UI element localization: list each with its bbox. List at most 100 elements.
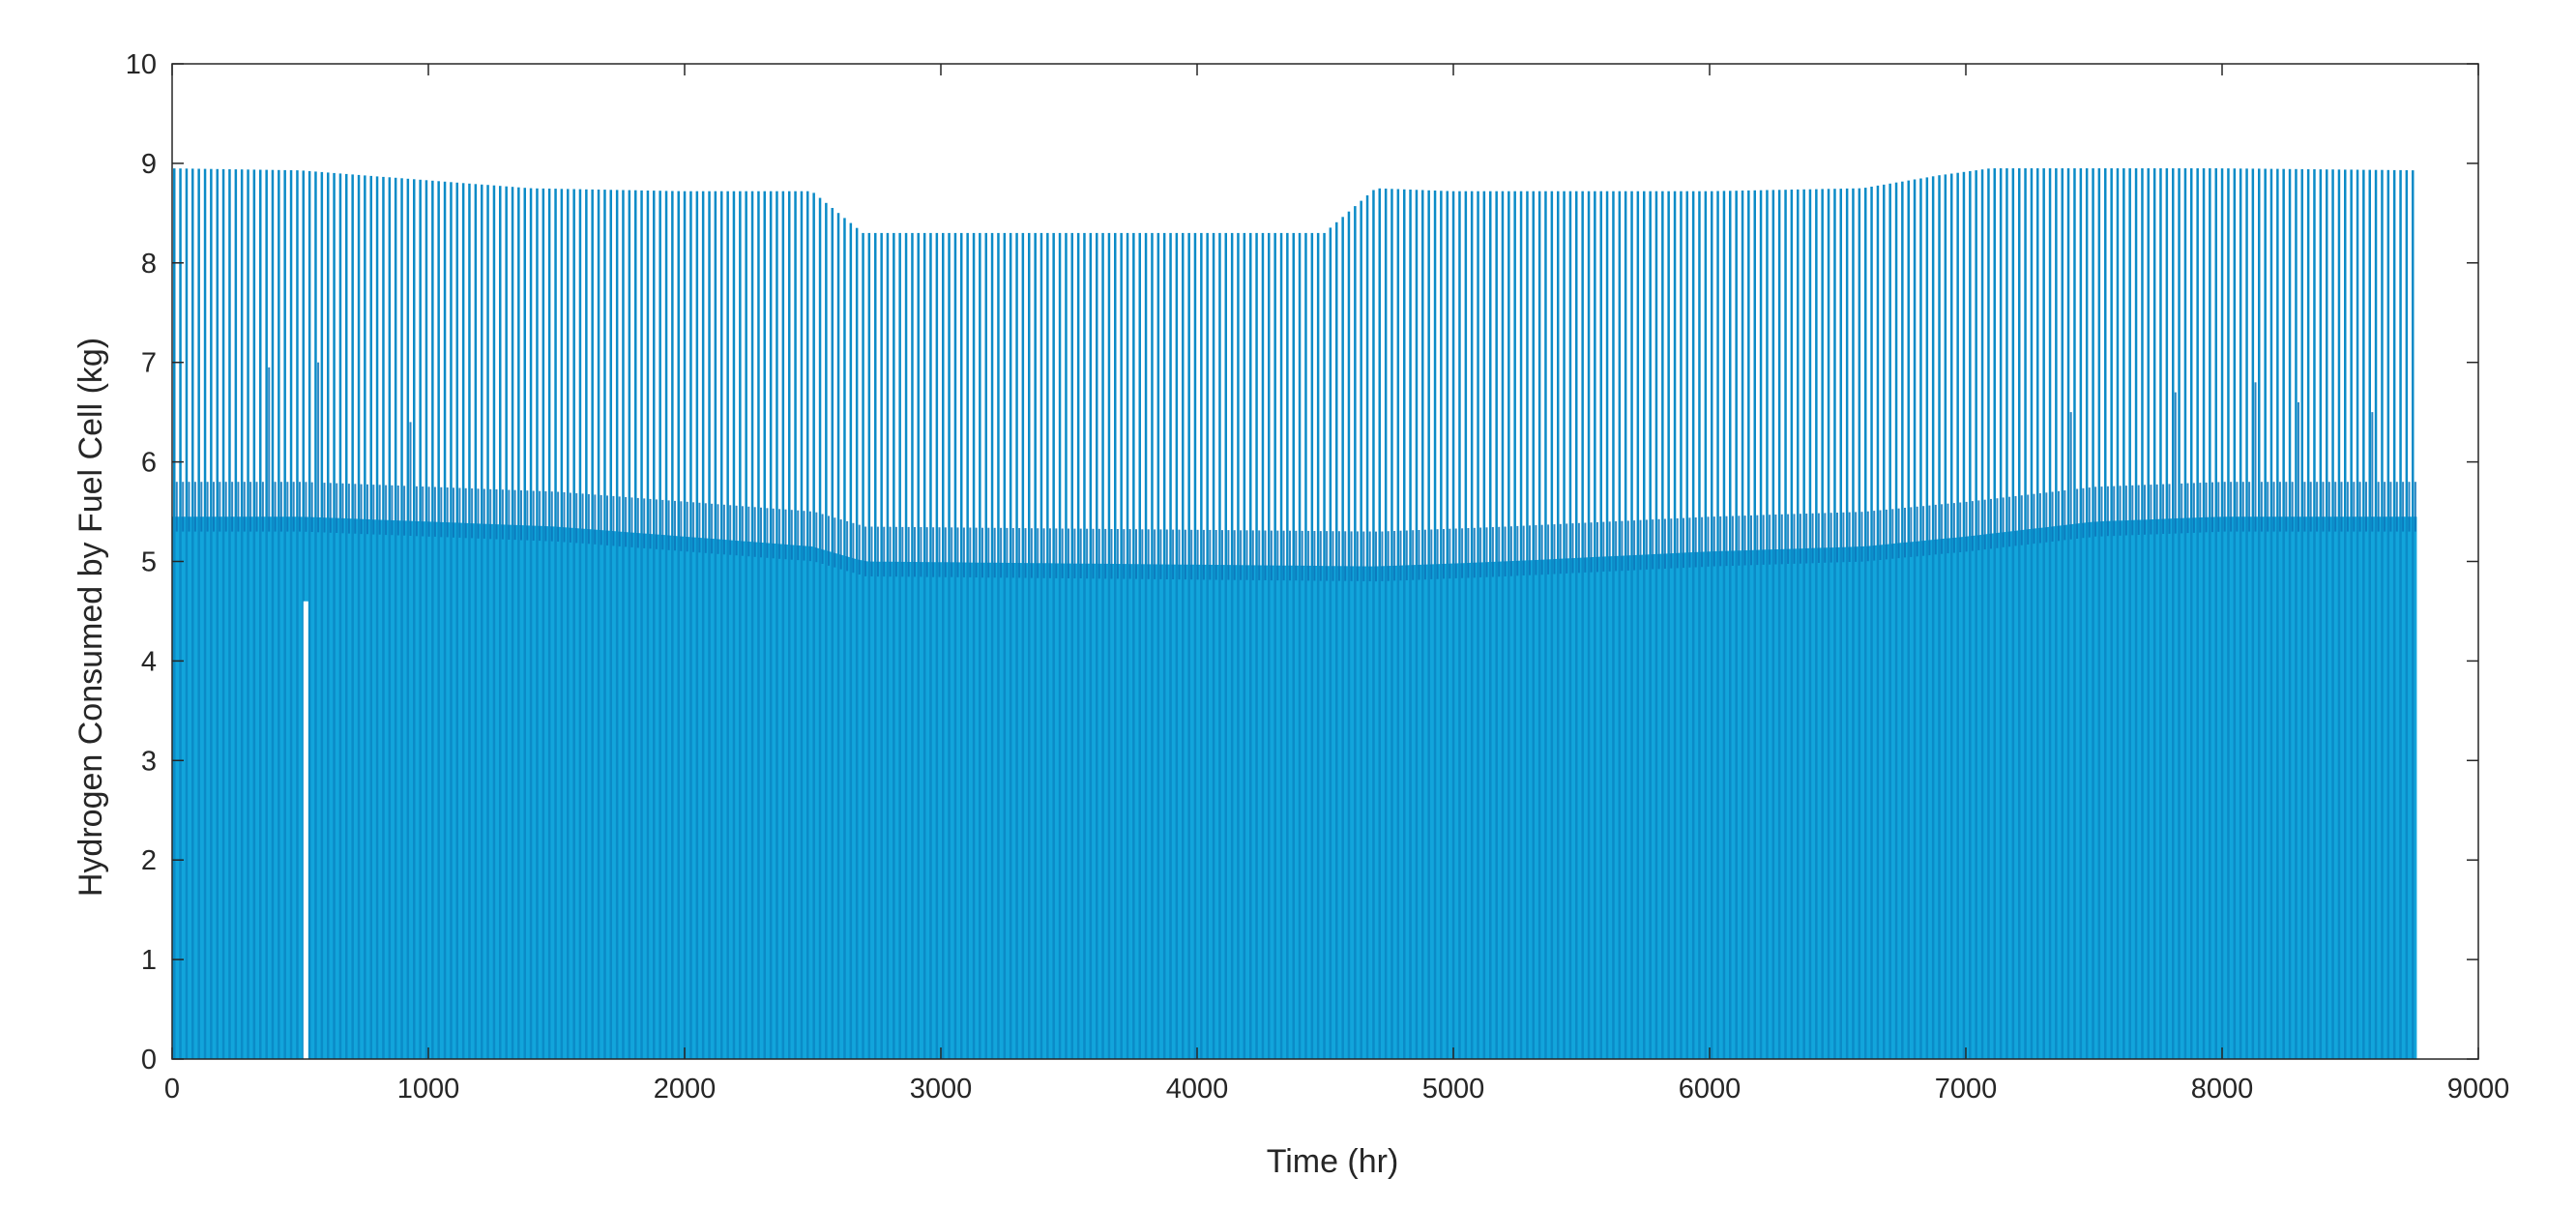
series-secondary-peak: [2353, 482, 2356, 532]
series-secondary-peak: [1368, 531, 1371, 581]
series-line: [1039, 232, 1043, 1059]
series-secondary-peak: [508, 489, 511, 540]
series-line: [1950, 173, 1953, 1059]
series-secondary-peak: [828, 516, 830, 566]
series-secondary-peak: [2033, 493, 2035, 545]
series-secondary-peak: [1977, 500, 1980, 550]
series-secondary-peak: [711, 503, 714, 554]
series-secondary-peak: [1928, 505, 1931, 556]
series-secondary-peak: [2303, 482, 2306, 532]
series-secondary-peak: [1817, 513, 1820, 563]
series-line: [1969, 170, 1972, 1059]
series-line: [2282, 168, 2285, 1059]
series-line: [1858, 188, 1861, 1059]
series-secondary-peak: [2248, 482, 2251, 532]
series-secondary-peak: [1885, 509, 1888, 560]
series-secondary-peak: [1663, 518, 1666, 569]
series-line: [1513, 191, 1516, 1059]
series-secondary-peak: [2327, 482, 2330, 532]
series-line: [1446, 191, 1449, 1059]
series-line: [1544, 191, 1547, 1059]
series-secondary-peak: [1418, 530, 1420, 580]
series-line: [836, 213, 840, 1059]
series-secondary-peak: [894, 526, 897, 577]
series-line: [979, 232, 981, 1059]
series-secondary-peak: [219, 482, 221, 532]
series-line: [2269, 168, 2273, 1059]
series-line: [1206, 232, 1209, 1059]
series-secondary-peak: [255, 482, 258, 532]
series-line: [1151, 232, 1154, 1059]
series-line: [2092, 168, 2094, 1059]
series-secondary-peak: [1780, 514, 1783, 565]
series-secondary-peak: [2137, 485, 2140, 535]
series-line: [1753, 190, 1756, 1059]
series-line: [1526, 191, 1529, 1059]
series-secondary-peak: [925, 527, 928, 577]
series-secondary-peak: [569, 492, 571, 543]
series-line: [942, 232, 945, 1059]
series-line: [1310, 232, 1314, 1059]
series-secondary-peak: [1904, 508, 1906, 558]
series-line: [2128, 168, 2131, 1059]
series-secondary-peak: [1762, 515, 1765, 565]
series-secondary-peak: [914, 527, 916, 577]
series-line: [653, 191, 656, 1059]
series-line: [1261, 232, 1265, 1059]
series-secondary-peak: [772, 508, 775, 559]
series-line: [2011, 168, 2015, 1059]
series-line: [1083, 232, 1086, 1059]
series-secondary-peak: [446, 487, 449, 538]
series-line: [1021, 232, 1025, 1059]
series-line: [1654, 191, 1658, 1059]
series-line: [1427, 190, 1430, 1059]
series-line: [572, 189, 575, 1059]
series-secondary-peak: [2272, 482, 2275, 532]
series-secondary-peak: [1350, 531, 1353, 581]
series-secondary-peak: [188, 482, 190, 532]
series-secondary-peak: [1104, 528, 1107, 579]
series-secondary-peak: [557, 491, 560, 542]
series-line: [1347, 211, 1351, 1059]
series-secondary-peak: [1086, 528, 1089, 579]
series-line: [2183, 168, 2187, 1059]
series-line: [1464, 191, 1468, 1059]
y-tick-label: 10: [126, 49, 157, 80]
series-secondary-peak: [1670, 518, 1673, 569]
series-secondary-peak: [1990, 498, 1992, 549]
series-secondary-peak: [1098, 528, 1100, 579]
series-secondary-peak: [2254, 382, 2257, 532]
series-line: [622, 190, 625, 1059]
series-line: [1169, 232, 1172, 1059]
series-secondary-peak: [1042, 528, 1045, 578]
x-tick-label: 6000: [1679, 1074, 1742, 1105]
series-secondary-peak: [1793, 514, 1796, 564]
series-secondary-peak: [1738, 516, 1741, 566]
series-line: [1218, 232, 1221, 1059]
series-line: [369, 175, 372, 1059]
series-line: [1384, 189, 1388, 1059]
x-tick-label: 0: [164, 1074, 180, 1105]
series-secondary-peak: [1245, 530, 1248, 580]
series-secondary-peak: [1344, 531, 1347, 581]
series-secondary-peak: [2008, 496, 2011, 547]
series-line: [1624, 191, 1627, 1059]
series-secondary-peak: [956, 527, 959, 577]
series-secondary-peak: [2038, 493, 2041, 544]
series-line: [1944, 174, 1947, 1059]
series-secondary-peak: [1498, 526, 1501, 577]
series-line: [1698, 191, 1701, 1059]
series-secondary-peak: [520, 490, 522, 541]
series-secondary-peak: [1608, 521, 1611, 572]
series-line: [1138, 232, 1141, 1059]
series-secondary-peak: [1676, 517, 1679, 569]
series-secondary-peak: [2377, 482, 2380, 532]
series-line: [388, 177, 392, 1059]
series-secondary-peak: [889, 526, 892, 577]
series-secondary-peak: [213, 482, 215, 532]
series-secondary-peak: [1535, 525, 1537, 575]
series-line: [2061, 168, 2064, 1059]
series-line: [769, 191, 773, 1059]
y-tick-label: 8: [141, 249, 157, 280]
series-line: [1243, 232, 1246, 1059]
